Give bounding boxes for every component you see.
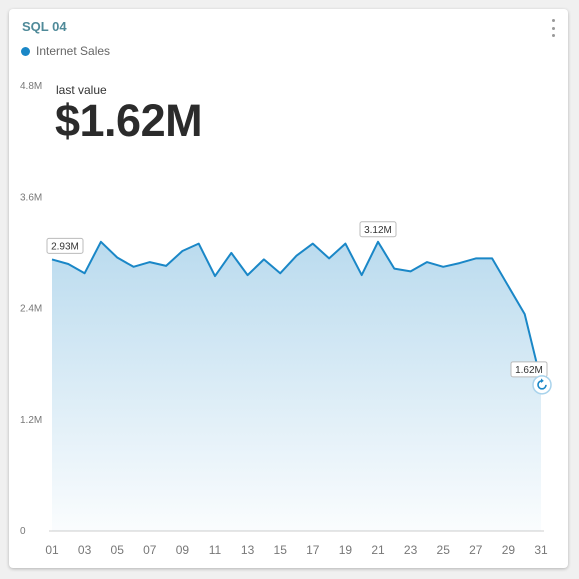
callouts: 2.93M 3.12M 1.62M [46,221,548,378]
x-tick-label: 25 [437,543,451,557]
menu-dot [551,34,555,37]
callout-box [359,221,397,238]
callout-label: 2.93M [51,241,79,252]
x-axis: 01 03 05 07 09 11 13 15 17 19 21 23 25 27 29 31 [45,543,548,557]
x-tick-label: 03 [78,543,92,557]
x-tick-label: 19 [339,543,353,557]
callout-label: 3.12M [364,225,392,236]
value-callout: 2.93M [46,237,84,254]
widget-title: SQL 04 [22,19,67,34]
legend-swatch [21,46,30,56]
refresh-ring [532,375,552,395]
series-line[interactable] [51,240,542,382]
value-callout: 1.62M [510,361,548,378]
y-axis: 0 1.2M 2.4M 3.6M 4.8M [20,81,42,537]
x-tick-label: 23 [404,543,418,557]
x-tick-label: 01 [45,543,59,557]
x-tick-label: 07 [143,543,157,557]
x-tick-label: 17 [306,543,320,557]
series-area [52,241,541,532]
callout-box [46,237,84,254]
x-tick-label: 31 [534,543,548,557]
menu-dot [551,19,555,22]
refresh-arrow [541,378,544,384]
x-tick-label: 09 [176,543,190,557]
x-tick-label: 13 [241,543,255,557]
refresh-arc [537,380,547,390]
legend[interactable]: Internet Sales [21,44,110,58]
y-tick-label: 1.2M [20,415,42,426]
x-tick-label: 27 [469,543,483,557]
vertical-dots-icon[interactable] [546,18,560,38]
last-value-label: last value [56,83,107,97]
x-tick-label: 15 [274,543,288,557]
callout-label: 1.62M [515,365,543,376]
last-value: $1.62M [55,95,203,146]
y-tick-label: 0 [20,526,26,537]
menu-dot [551,26,555,30]
y-tick-label: 2.4M [20,304,42,315]
legend-label: Internet Sales [36,44,111,58]
x-tick-label: 21 [371,543,385,557]
x-tick-label: 05 [111,543,125,557]
y-tick-label: 3.6M [20,192,42,203]
refresh-icon[interactable] [532,375,552,395]
x-tick-label: 29 [502,543,516,557]
callout-box [510,361,548,378]
value-callout: 3.12M [359,221,397,238]
x-tick-label: 11 [209,543,222,557]
y-tick-label: 4.8M [20,81,42,92]
